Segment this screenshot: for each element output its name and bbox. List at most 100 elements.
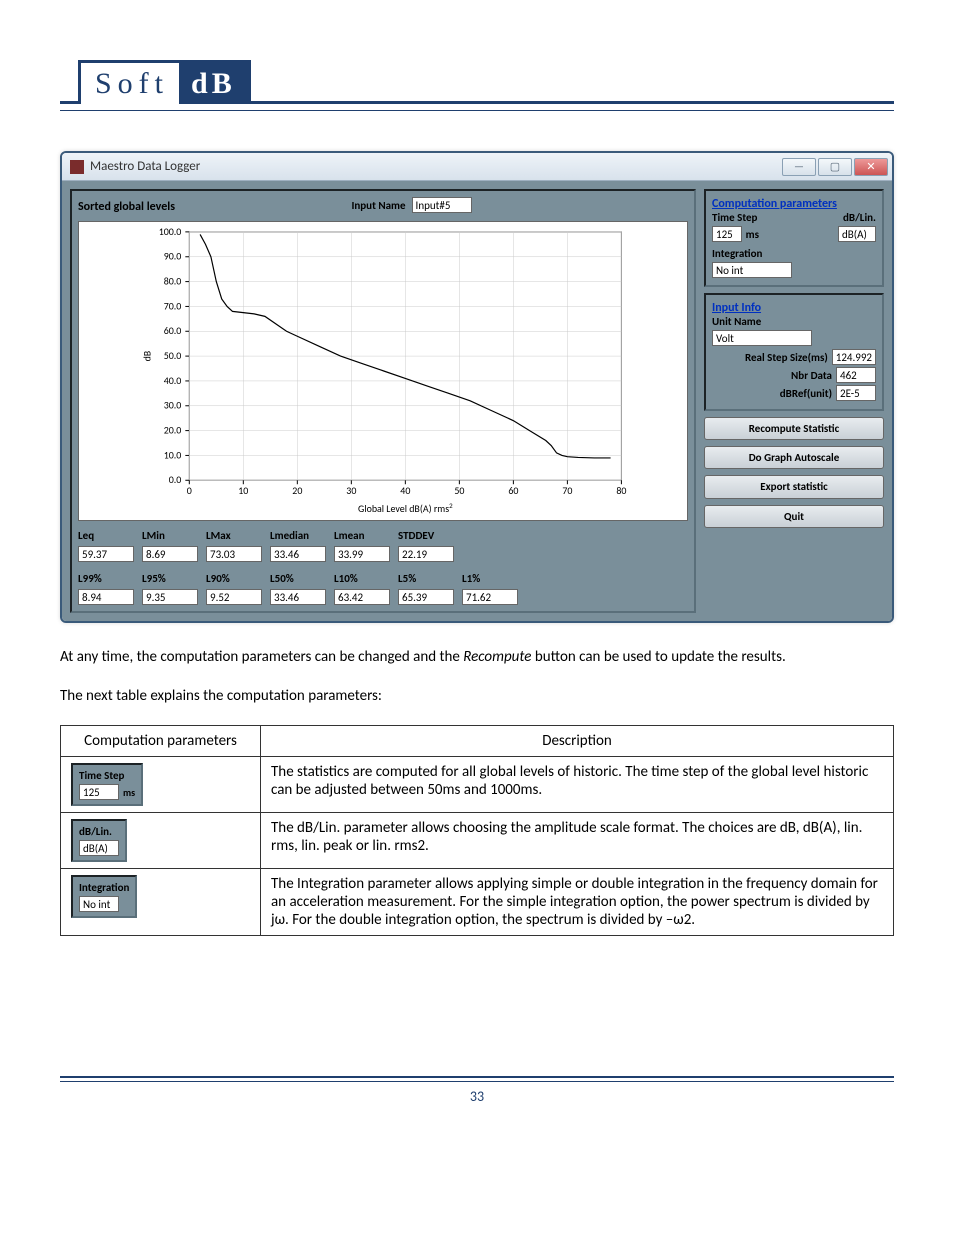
svg-text:60.0: 60.0 bbox=[164, 325, 182, 337]
app-window: Maestro Data Logger — ▢ ✕ Sorted global … bbox=[60, 151, 894, 623]
svg-text:Global Level dB(A) rms2: Global Level dB(A) rms2 bbox=[358, 501, 453, 516]
stat-header: LMax bbox=[206, 529, 262, 542]
param-snippet-dblin: dB/Lin. dB(A) bbox=[71, 819, 127, 862]
table-desc-3: The Integration parameter allows applyin… bbox=[261, 869, 894, 936]
svg-text:10.0: 10.0 bbox=[164, 449, 182, 461]
stat-value: 65.39 bbox=[398, 589, 454, 605]
paragraph-1: At any time, the computation parameters … bbox=[60, 647, 894, 668]
stat-header: L95% bbox=[142, 572, 198, 585]
paragraph-2: The next table explains the computation … bbox=[60, 686, 894, 707]
stat-header: L50% bbox=[270, 572, 326, 585]
stat-value: 33.46 bbox=[270, 546, 326, 562]
param-snippet-timestep: Time Step 125ms bbox=[71, 763, 143, 806]
integration-label: Integration bbox=[712, 247, 876, 260]
svg-text:40.0: 40.0 bbox=[164, 375, 182, 387]
svg-text:0: 0 bbox=[187, 485, 192, 497]
stat-value: 63.42 bbox=[334, 589, 390, 605]
table-desc-2: The dB/Lin. parameter allows choosing th… bbox=[261, 813, 894, 869]
close-button[interactable]: ✕ bbox=[854, 158, 888, 176]
stat-value: 33.46 bbox=[270, 589, 326, 605]
svg-text:100.0: 100.0 bbox=[159, 226, 182, 238]
logo-text-db: dB bbox=[179, 63, 248, 104]
input-info-header: Input Info bbox=[712, 301, 876, 315]
app-icon bbox=[70, 160, 84, 174]
sorted-levels-label: Sorted global levels bbox=[78, 200, 175, 214]
stat-header: L1% bbox=[462, 572, 518, 585]
svg-text:dB: dB bbox=[142, 351, 154, 362]
stats-block: Leq LMin LMax Lmedian Lmean STDDEV 59.37 8.69 7… bbox=[78, 529, 688, 605]
minimize-button[interactable]: — bbox=[782, 158, 816, 176]
chart-area: 0.0 10.0 20.0 30.0 40.0 50.0 60.0 70.0 8… bbox=[78, 221, 688, 521]
dbref-value: 2E-5 bbox=[836, 385, 876, 401]
main-panel: Sorted global levels Input Name Input#5 … bbox=[70, 189, 696, 613]
svg-text:70.0: 70.0 bbox=[164, 300, 182, 312]
stat-header: L5% bbox=[398, 572, 454, 585]
dbref-label: dBRef(unit) bbox=[780, 387, 832, 400]
svg-text:20.0: 20.0 bbox=[164, 425, 182, 437]
input-name-label: Input Name bbox=[351, 199, 405, 212]
table-header-2: Description bbox=[261, 726, 894, 757]
stat-value: 22.19 bbox=[398, 546, 454, 562]
stat-header: LMin bbox=[142, 529, 198, 542]
window-title: Maestro Data Logger bbox=[90, 159, 782, 174]
stat-value: 9.35 bbox=[142, 589, 198, 605]
dblin-label: dB/Lin. bbox=[843, 211, 876, 224]
stat-header: STDDEV bbox=[398, 529, 454, 542]
svg-text:50.0: 50.0 bbox=[164, 350, 182, 362]
stat-value: 59.37 bbox=[78, 546, 134, 562]
dblin-field[interactable]: dB(A) bbox=[838, 226, 876, 242]
real-step-label: Real Step Size(ms) bbox=[745, 351, 828, 364]
stat-value: 73.03 bbox=[206, 546, 262, 562]
svg-text:30: 30 bbox=[346, 485, 356, 497]
stat-header: Leq bbox=[78, 529, 134, 542]
svg-text:20: 20 bbox=[292, 485, 302, 497]
export-button[interactable]: Export statistic bbox=[704, 475, 884, 498]
chart-svg: 0.0 10.0 20.0 30.0 40.0 50.0 60.0 70.0 8… bbox=[79, 222, 687, 520]
autoscale-button[interactable]: Do Graph Autoscale bbox=[704, 446, 884, 469]
stat-header: L90% bbox=[206, 572, 262, 585]
stat-value: 8.94 bbox=[78, 589, 134, 605]
svg-text:0.0: 0.0 bbox=[169, 474, 182, 486]
nbr-data-value: 462 bbox=[836, 367, 876, 383]
unit-name-label: Unit Name bbox=[712, 315, 876, 328]
recompute-button[interactable]: Recompute Statistic bbox=[704, 417, 884, 440]
param-snippet-integration: Integration No int bbox=[71, 875, 137, 918]
quit-button[interactable]: Quit bbox=[704, 505, 884, 528]
stat-value: 8.69 bbox=[142, 546, 198, 562]
table-header-1: Computation parameters bbox=[61, 726, 261, 757]
maximize-button[interactable]: ▢ bbox=[818, 158, 852, 176]
svg-text:80: 80 bbox=[616, 485, 626, 497]
input-name-value: Input#5 bbox=[412, 197, 472, 213]
svg-text:60: 60 bbox=[508, 485, 518, 497]
stat-header: L10% bbox=[334, 572, 390, 585]
real-step-value: 124.992 bbox=[832, 349, 876, 365]
svg-text:70: 70 bbox=[562, 485, 572, 497]
computation-params-header: Computation parameters bbox=[712, 197, 876, 211]
logo-text-soft: Soft bbox=[81, 67, 179, 101]
footer-rule bbox=[60, 1076, 894, 1082]
svg-text:80.0: 80.0 bbox=[164, 276, 182, 288]
nbr-data-label: Nbr Data bbox=[791, 369, 832, 382]
logo-bar: Soft dB bbox=[60, 60, 894, 104]
time-step-field[interactable]: 125 bbox=[712, 226, 742, 242]
stat-value: 33.99 bbox=[334, 546, 390, 562]
time-step-label: Time Step bbox=[712, 211, 757, 224]
side-panel: Computation parameters Time Step dB/Lin.… bbox=[704, 189, 884, 613]
stat-value: 71.62 bbox=[462, 589, 518, 605]
svg-text:40: 40 bbox=[400, 485, 410, 497]
stat-header: Lmean bbox=[334, 529, 390, 542]
stat-header: L99% bbox=[78, 572, 134, 585]
table-desc-1: The statistics are computed for all glob… bbox=[261, 757, 894, 813]
stat-value: 9.52 bbox=[206, 589, 262, 605]
svg-text:50: 50 bbox=[454, 485, 464, 497]
unit-name-field: Volt bbox=[712, 330, 812, 346]
svg-text:30.0: 30.0 bbox=[164, 400, 182, 412]
page-number: 33 bbox=[60, 1088, 894, 1105]
params-table: Computation parameters Description Time … bbox=[60, 725, 894, 936]
titlebar: Maestro Data Logger — ▢ ✕ bbox=[62, 153, 892, 181]
svg-text:90.0: 90.0 bbox=[164, 251, 182, 263]
time-step-unit: ms bbox=[746, 228, 759, 241]
integration-field[interactable]: No int bbox=[712, 262, 792, 278]
stat-header: Lmedian bbox=[270, 529, 326, 542]
svg-text:10: 10 bbox=[238, 485, 248, 497]
